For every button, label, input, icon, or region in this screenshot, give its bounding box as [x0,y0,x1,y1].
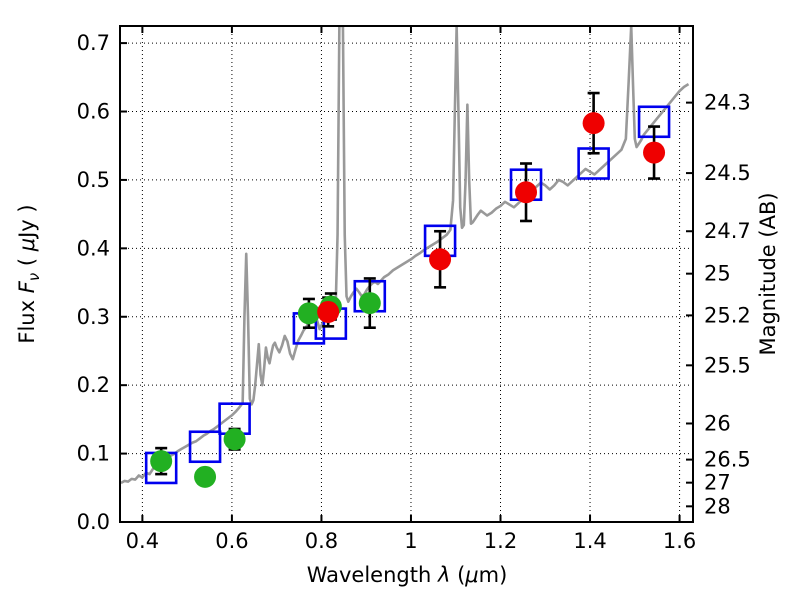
y-tick-label: 0.0 [77,510,110,534]
axes-frame [119,25,694,523]
data-point [223,428,246,451]
right-y-tick-label: 26.5 [704,448,751,472]
right-y-tick-label: 24.5 [704,161,751,185]
model-spectrum-path [120,26,690,485]
y-tick-label: 0.6 [77,100,110,124]
data-point [150,450,173,473]
data-point [515,181,538,204]
y-tick-label: 0.1 [77,442,110,466]
x-tick-label: 1.4 [573,529,606,553]
y-tick-label: 0.5 [77,168,110,192]
x-tick-label: 0.4 [126,529,159,553]
data-point [582,112,605,135]
data-point [317,300,340,323]
y-tick-label: 0.4 [77,236,110,260]
data-point [297,302,320,325]
y-tick-label: 0.7 [77,31,110,55]
y-tick-label: 0.3 [77,305,110,329]
error-bars [155,91,661,485]
right-y-tick-label: 27 [704,471,731,495]
x-tick-label: 1.2 [484,529,517,553]
axis-ticks [120,26,693,523]
x-tick-label: 0.6 [215,529,248,553]
model-photometry-square [188,430,222,464]
data-point [194,465,217,488]
gridlines [120,26,693,523]
model-spectrum-curve [120,26,690,485]
data-point [358,292,381,315]
data-point [429,248,452,271]
x-tick-label: 1.6 [663,529,696,553]
x-tick-label: 0.8 [305,529,338,553]
y-tick-label: 0.2 [77,373,110,397]
right-y-tick-label: 28 [704,494,731,518]
observed-photometry-markers [150,112,666,488]
data-point [643,141,666,164]
axis-tick-labels: 0.4 0.6 0.8 1 1.2 1.4 1.6 0.0 0.1 0.2 0.3 0.4 0.5 0.6… [77,31,751,553]
x-tick-label: 1 [404,529,417,553]
right-y-tick-label: 25.2 [704,303,751,327]
right-y-tick-label: 24.3 [704,91,751,115]
model-photometry-markers [144,105,671,485]
plot-frame [119,25,694,523]
right-y-tick-label: 26 [704,411,731,435]
right-y-tick-label: 24.7 [704,219,751,243]
right-y-tick-label: 25 [704,262,731,286]
right-y-tick-label: 25.5 [704,353,751,377]
